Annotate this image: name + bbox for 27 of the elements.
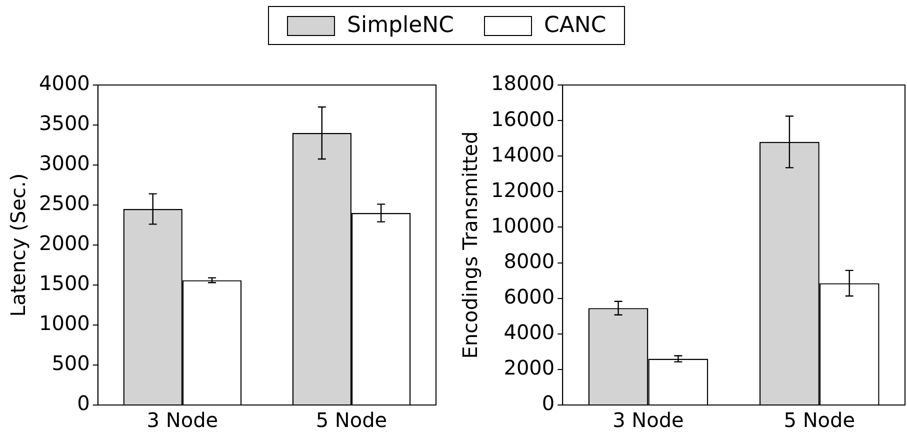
x-tick-label: 3 Node bbox=[146, 408, 218, 432]
text: CANC bbox=[544, 13, 606, 38]
y-tick-label: 6000 bbox=[504, 284, 555, 309]
x-tick-label: 3 Node bbox=[612, 408, 684, 432]
y-tick-label: 4000 bbox=[38, 71, 90, 96]
y-tick-label: 0 bbox=[77, 391, 90, 416]
y-tick-label: 2000 bbox=[504, 356, 555, 380]
y-tick-label: 12000 bbox=[491, 178, 555, 202]
x-tick-label: 5 Node bbox=[784, 408, 856, 432]
y-tick-label: 18000 bbox=[491, 71, 555, 96]
y-tick-label: 500 bbox=[52, 351, 90, 376]
y-tick-label: 3000 bbox=[38, 151, 90, 176]
y-tick-label: 16000 bbox=[491, 106, 555, 131]
y-tick-label: 1000 bbox=[38, 311, 90, 336]
y-axis-title: Encodings Transmitted bbox=[458, 131, 482, 359]
y-tick-label: 1500 bbox=[38, 271, 90, 296]
y-tick-label: 4000 bbox=[504, 320, 555, 344]
y-tick-label: 2500 bbox=[38, 191, 90, 216]
y-tick-label: 0 bbox=[542, 391, 555, 416]
y-tick-label: 10000 bbox=[491, 213, 555, 238]
y-tick-label: 8000 bbox=[504, 248, 555, 273]
y-tick-label: 2000 bbox=[38, 231, 90, 256]
legend-label: SimpleNC bbox=[347, 13, 454, 38]
y-tick-label: 14000 bbox=[491, 142, 555, 166]
y-axis-title: Latency (Sec.) bbox=[6, 173, 30, 317]
y-tick-label: 3500 bbox=[38, 111, 90, 136]
x-tick-label: 5 Node bbox=[316, 408, 388, 432]
